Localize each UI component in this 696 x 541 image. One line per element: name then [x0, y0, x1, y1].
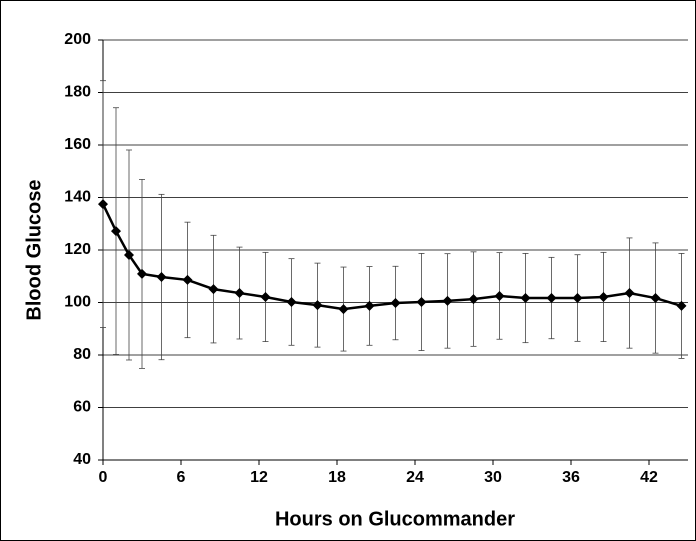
point — [650, 293, 661, 304]
point — [98, 199, 108, 210]
x-tick-label: 0 — [99, 469, 108, 486]
point — [124, 249, 134, 260]
point — [624, 288, 635, 299]
point — [312, 300, 323, 311]
point — [546, 293, 557, 304]
x-tick-label: 6 — [177, 469, 186, 486]
x-tick-label: 12 — [250, 469, 268, 486]
point — [338, 304, 349, 315]
point — [390, 298, 401, 309]
point — [111, 226, 121, 237]
point — [676, 300, 687, 311]
y-tick-label: 40 — [73, 451, 91, 468]
x-tick-label: 42 — [640, 469, 658, 486]
x-tick-label: 24 — [406, 469, 424, 486]
y-tick-label: 80 — [73, 346, 91, 363]
point — [234, 288, 245, 299]
point — [416, 296, 427, 307]
y-axis-title: Blood Glucose — [23, 179, 45, 320]
y-tick-label: 120 — [64, 241, 91, 258]
y-tick-label: 100 — [64, 294, 91, 311]
point — [598, 291, 609, 302]
point — [364, 300, 375, 311]
x-tick-label: 30 — [484, 469, 502, 486]
point — [572, 293, 583, 304]
point — [137, 268, 147, 279]
y-tick-label: 60 — [73, 399, 91, 416]
y-tick-label: 180 — [64, 84, 91, 101]
y-tick-label: 200 — [64, 31, 91, 48]
x-tick-label: 18 — [328, 469, 346, 486]
point — [494, 290, 505, 301]
point — [468, 294, 479, 305]
point — [286, 296, 297, 307]
x-tick-label: 36 — [562, 469, 580, 486]
y-tick-label: 140 — [64, 189, 91, 206]
point — [182, 274, 193, 285]
point — [520, 293, 531, 304]
point — [260, 291, 271, 302]
point — [442, 295, 453, 306]
y-tick-label: 160 — [64, 136, 91, 153]
x-axis-title: Hours on Glucommander — [275, 508, 515, 530]
point — [208, 284, 219, 295]
point — [156, 272, 167, 283]
